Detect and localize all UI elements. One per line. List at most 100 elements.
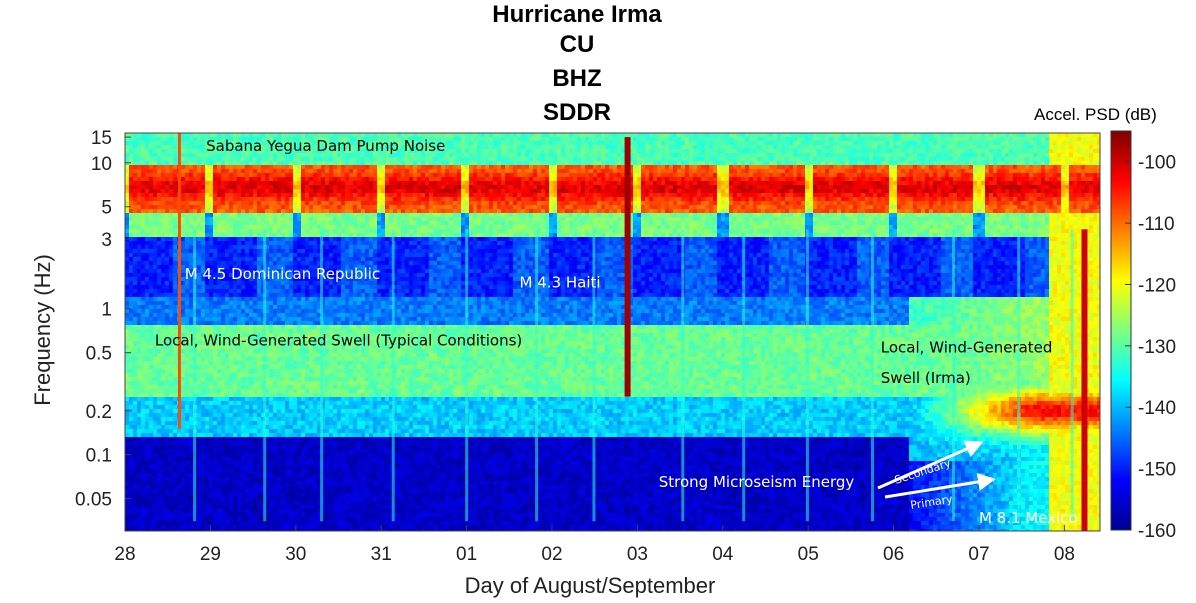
- heatmap-cell: [265, 285, 270, 290]
- heatmap-cell: [217, 517, 222, 522]
- heatmap-cell: [197, 365, 202, 370]
- heatmap-cell: [253, 197, 258, 202]
- heatmap-cell: [197, 509, 202, 514]
- heatmap-cell: [237, 437, 242, 442]
- heatmap-cell: [305, 145, 310, 150]
- heatmap-cell: [273, 141, 278, 146]
- heatmap-cell: [309, 141, 314, 146]
- heatmap-cell: [189, 345, 194, 350]
- heatmap-cell: [249, 357, 254, 362]
- heatmap-cell: [269, 353, 274, 358]
- heatmap-cell: [233, 465, 238, 470]
- heatmap-cell: [273, 201, 278, 206]
- heatmap-cell: [301, 289, 306, 294]
- heatmap-cell: [281, 465, 286, 470]
- heatmap-cell: [225, 165, 230, 170]
- heatmap-cell: [141, 189, 146, 194]
- heatmap-cell: [305, 305, 310, 310]
- heatmap-cell: [137, 145, 142, 150]
- heatmap-cell: [161, 229, 166, 234]
- heatmap-cell: [217, 157, 222, 162]
- heatmap-cell: [225, 437, 230, 442]
- heatmap-cell: [297, 505, 302, 510]
- heatmap-cell: [265, 493, 270, 498]
- heatmap-cell: [229, 493, 234, 498]
- heatmap-cell: [149, 421, 154, 426]
- heatmap-cell: [209, 449, 214, 454]
- heatmap-cell: [313, 401, 318, 406]
- heatmap-cell: [293, 273, 298, 278]
- heatmap-cell: [257, 225, 262, 230]
- heatmap-cell: [157, 353, 162, 358]
- heatmap-cell: [137, 201, 142, 206]
- heatmap-cell: [257, 301, 262, 306]
- heatmap-cell: [309, 189, 314, 194]
- heatmap-cell: [241, 297, 246, 302]
- heatmap-cell: [133, 229, 138, 234]
- heatmap-cell: [293, 389, 298, 394]
- heatmap-cell: [209, 509, 214, 514]
- heatmap-cell: [149, 429, 154, 434]
- heatmap-cell: [321, 133, 326, 138]
- heatmap-cell: [229, 381, 234, 386]
- heatmap-cell: [229, 481, 234, 486]
- heatmap-cell: [185, 153, 190, 158]
- heatmap-cell: [237, 417, 242, 422]
- heatmap-cell: [273, 413, 278, 418]
- heatmap-cell: [229, 525, 234, 530]
- heatmap-cell: [129, 285, 134, 290]
- heatmap-cell: [273, 393, 278, 398]
- heatmap-cell: [201, 153, 206, 158]
- heatmap-cell: [201, 257, 206, 262]
- heatmap-cell: [173, 429, 178, 434]
- heatmap-cell: [189, 317, 194, 322]
- heatmap-cell: [281, 217, 286, 222]
- heatmap-cell: [261, 157, 266, 162]
- heatmap-cell: [281, 341, 286, 346]
- heatmap-cell: [157, 185, 162, 190]
- heatmap-cell: [149, 381, 154, 386]
- heatmap-cell: [257, 437, 262, 442]
- heatmap-cell: [185, 261, 190, 266]
- heatmap-cell: [145, 397, 150, 402]
- heatmap-cell: [233, 297, 238, 302]
- heatmap-cell: [281, 333, 286, 338]
- heatmap-cell: [149, 325, 154, 330]
- heatmap-cell: [125, 517, 130, 522]
- heatmap-cell: [281, 285, 286, 290]
- heatmap-cell: [173, 505, 178, 510]
- heatmap-cell: [185, 353, 190, 358]
- heatmap-cell: [297, 297, 302, 302]
- heatmap-cell: [189, 193, 194, 198]
- heatmap-cell: [225, 457, 230, 462]
- heatmap-cell: [269, 513, 274, 518]
- heatmap-cell: [181, 417, 186, 422]
- heatmap-cell: [265, 497, 270, 502]
- heatmap-cell: [249, 233, 254, 238]
- heatmap-cell: [145, 525, 150, 530]
- heatmap-cell: [129, 445, 134, 450]
- heatmap-cell: [317, 365, 322, 370]
- heatmap-cell: [181, 249, 186, 254]
- heatmap-cell: [245, 505, 250, 510]
- heatmap-cell: [273, 373, 278, 378]
- heatmap-cell: [273, 389, 278, 394]
- heatmap-cell: [137, 173, 142, 178]
- heatmap-cell: [181, 197, 186, 202]
- heatmap-cell: [133, 305, 138, 310]
- heatmap-cell: [145, 161, 150, 166]
- heatmap-cell: [165, 369, 170, 374]
- heatmap-cell: [153, 309, 158, 314]
- heatmap-cell: [225, 181, 230, 186]
- heatmap-cell: [145, 321, 150, 326]
- heatmap-cell: [257, 329, 262, 334]
- heatmap-cell: [205, 353, 210, 358]
- heatmap-cell: [145, 273, 150, 278]
- heatmap-cell: [265, 269, 270, 274]
- heatmap-cell: [281, 409, 286, 414]
- heatmap-cell: [285, 357, 290, 362]
- heatmap-cell: [245, 321, 250, 326]
- heatmap-cell: [141, 341, 146, 346]
- heatmap-cell: [233, 469, 238, 474]
- heatmap-cell: [225, 317, 230, 322]
